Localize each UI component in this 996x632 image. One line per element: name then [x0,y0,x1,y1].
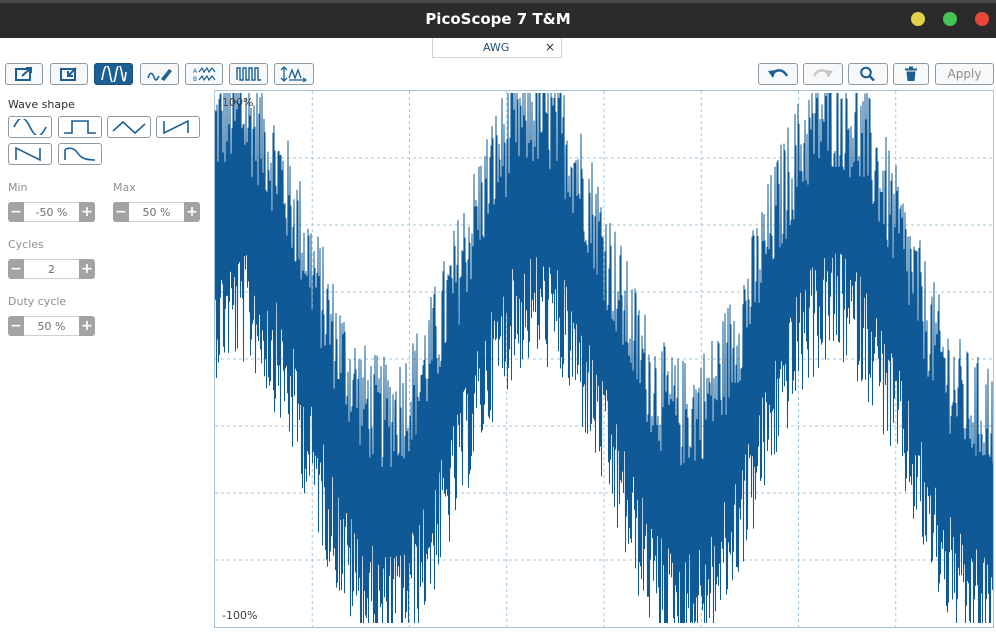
redo-icon [812,69,833,78]
zoom-button[interactable] [848,63,888,85]
title-bar: PicoScope 7 T&M [0,0,996,38]
max-increment-button[interactable]: + [184,202,200,222]
import-icon [60,67,77,81]
square-shape-button[interactable] [58,116,102,138]
minimize-button[interactable] [911,12,925,26]
sine-icon [13,119,47,135]
max-decrement-button[interactable]: − [113,202,129,222]
trash-icon [905,66,917,81]
exponential-icon [64,147,96,161]
min-stepper[interactable]: − -50 % + [8,202,95,222]
close-window-button[interactable] [975,12,989,26]
max-label: Max [113,181,136,194]
apply-button[interactable]: Apply [935,63,994,85]
export-button[interactable] [5,63,43,85]
delete-button[interactable] [893,63,929,85]
import-button[interactable] [50,63,88,85]
exponential-shape-button[interactable] [58,143,102,165]
undo-button[interactable] [758,63,798,85]
maximize-button[interactable] [943,12,957,26]
duty-cycle-label: Duty cycle [8,295,67,308]
y-axis-min-label: -100% [222,609,258,622]
magnifier-icon [860,66,875,82]
export-icon [15,67,32,81]
cycles-stepper[interactable]: − 2 + [8,259,95,279]
min-label: Min [8,181,28,194]
min-increment-button[interactable]: + [79,202,95,222]
cycles-label: Cycles [8,238,44,251]
arbitrary-wave-button[interactable]: A B [185,63,223,85]
square-wave-icon [64,120,96,134]
window-title: PicoScope 7 T&M [425,10,571,28]
cycles-decrement-button[interactable]: − [8,259,24,279]
tab-bar: AWG × [0,38,996,60]
duty-decrement-button[interactable]: − [8,316,24,336]
pulse-train-button[interactable] [229,63,268,85]
ramp-down-icon [15,146,41,162]
wave-view-button[interactable] [94,63,133,85]
triangle-shape-button[interactable] [107,116,151,138]
wave-shape-label: Wave shape [8,98,75,111]
max-stepper[interactable]: − 50 % + [113,202,200,222]
tab-awg[interactable]: AWG × [432,38,562,58]
arbitrary-wave-icon: A B [193,66,216,82]
waveform-plot[interactable]: 100% -100% [214,90,994,628]
triangle-wave-icon [112,120,146,135]
min-value[interactable]: -50 % [24,202,79,222]
waveform-canvas[interactable] [215,91,993,627]
ramp-up-shape-button[interactable] [156,116,200,138]
duty-increment-button[interactable]: + [79,316,95,336]
redo-button[interactable] [803,63,843,85]
duty-cycle-stepper[interactable]: − 50 % + [8,316,95,336]
title-bar-strip [0,0,996,3]
y-axis-max-label: 100% [222,96,254,109]
sine-shape-button[interactable] [8,116,52,138]
waveform-trace [215,92,993,624]
pencil-icon [146,69,172,81]
draw-button[interactable] [140,63,179,85]
tab-close-icon[interactable]: × [545,40,556,54]
duty-cycle-value[interactable]: 50 % [24,316,79,336]
ramp-down-shape-button[interactable] [8,143,52,165]
ramp-up-icon [163,119,189,135]
cycles-increment-button[interactable]: + [79,259,95,279]
svg-text:A: A [193,68,198,75]
scale-wave-button[interactable] [274,63,314,85]
tab-awg-label: AWG [483,41,510,54]
max-value[interactable]: 50 % [129,202,184,222]
pulse-train-icon [235,67,261,81]
scale-icon [280,66,308,82]
wave-icon [100,66,127,82]
min-decrement-button[interactable]: − [8,202,24,222]
cycles-value[interactable]: 2 [24,259,79,279]
undo-icon [768,69,789,78]
svg-text:B: B [193,76,197,82]
